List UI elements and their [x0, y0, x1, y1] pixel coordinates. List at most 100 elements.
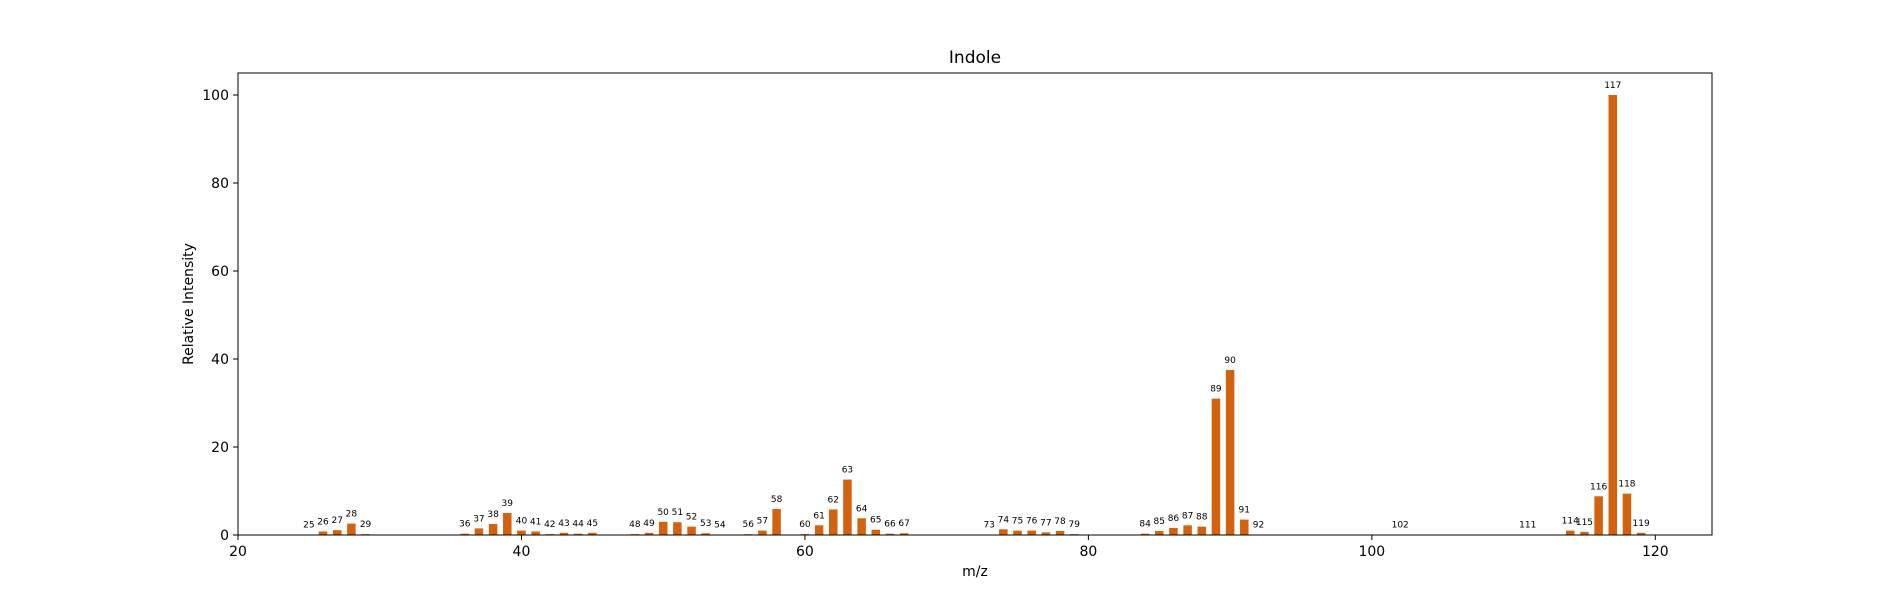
bar-mz-75 [1013, 531, 1022, 535]
bar-label-mz-65: 65 [870, 516, 881, 526]
bar-mz-74 [999, 529, 1008, 535]
plot-frame [238, 73, 1712, 535]
bar-mz-85 [1155, 531, 1164, 535]
bar-label-mz-61: 61 [813, 511, 824, 521]
y-axis-title: Relative Intensity [181, 243, 197, 365]
chart-title: Indole [949, 48, 1001, 68]
bar-label-mz-85: 85 [1154, 517, 1165, 527]
bar-mz-90 [1226, 370, 1235, 535]
bar-label-mz-67: 67 [898, 519, 909, 529]
bar-mz-64 [857, 518, 866, 535]
bar-label-mz-117: 117 [1604, 81, 1621, 91]
bar-label-mz-64: 64 [856, 504, 868, 514]
bar-mz-63 [843, 480, 852, 535]
bar-label-mz-79: 79 [1068, 520, 1080, 530]
bar-label-mz-88: 88 [1196, 513, 1208, 523]
bar-label-mz-25: 25 [303, 521, 314, 531]
bar-mz-50 [659, 522, 668, 535]
bar-label-mz-48: 48 [629, 520, 641, 530]
bar-mz-26 [319, 531, 328, 535]
bar-label-mz-74: 74 [998, 515, 1010, 525]
bar-label-mz-39: 39 [502, 499, 514, 509]
bar-label-mz-115: 115 [1576, 518, 1593, 528]
bar-mz-88 [1198, 527, 1207, 535]
bar-label-mz-73: 73 [983, 521, 994, 531]
bar-label-mz-44: 44 [572, 520, 584, 530]
bar-mz-118 [1623, 494, 1632, 535]
bar-mz-86 [1169, 528, 1178, 535]
bar-label-mz-51: 51 [672, 508, 683, 518]
bar-label-mz-75: 75 [1012, 517, 1023, 527]
bar-label-mz-63: 63 [842, 466, 853, 476]
x-axis: 20 40 60 80 100 120 [229, 535, 1669, 560]
bar-mz-40 [517, 531, 526, 535]
bar-label-mz-118: 118 [1618, 480, 1635, 490]
bar-label-mz-28: 28 [346, 510, 358, 520]
bar-label-mz-60: 60 [799, 520, 811, 530]
bar-label-mz-89: 89 [1210, 385, 1222, 395]
bar-mz-61 [815, 525, 824, 535]
bar-mz-37 [475, 528, 484, 535]
bar-mz-116 [1594, 496, 1603, 535]
bar-label-mz-43: 43 [558, 519, 569, 529]
bar-mz-78 [1056, 531, 1065, 535]
bar-label-mz-41: 41 [530, 517, 541, 527]
bar-label-mz-111: 111 [1519, 521, 1536, 531]
bar-label-mz-40: 40 [516, 517, 528, 527]
x-tick-label-80: 80 [1079, 544, 1097, 560]
bar-mz-51 [673, 522, 682, 535]
bar-label-mz-26: 26 [317, 517, 329, 527]
bar-label-mz-116: 116 [1590, 482, 1607, 492]
bar-mz-27 [333, 530, 342, 535]
bar-label-mz-42: 42 [544, 520, 555, 530]
bar-label-mz-86: 86 [1168, 514, 1180, 524]
bar-label-mz-84: 84 [1139, 520, 1151, 530]
bar-label-mz-50: 50 [657, 508, 669, 518]
bar-mz-52 [687, 527, 696, 535]
y-tick-label-80: 80 [211, 176, 229, 192]
y-tick-label-20: 20 [211, 440, 229, 456]
x-tick-label-120: 120 [1642, 544, 1669, 560]
bar-label-mz-58: 58 [771, 495, 783, 505]
x-tick-label-20: 20 [229, 544, 247, 560]
y-tick-label-60: 60 [211, 264, 229, 280]
bar-mz-41 [531, 531, 540, 535]
bar-label-mz-29: 29 [360, 520, 372, 530]
bar-label-mz-92: 92 [1253, 521, 1264, 531]
y-tick-label-100: 100 [202, 88, 229, 104]
bar-mz-114 [1566, 531, 1575, 535]
bars-group [305, 95, 1646, 535]
bar-label-mz-102: 102 [1392, 521, 1409, 531]
bar-label-mz-56: 56 [743, 520, 755, 530]
bar-mz-76 [1027, 531, 1036, 535]
bar-mz-39 [503, 513, 512, 535]
bar-mz-62 [829, 509, 838, 535]
bar-mz-89 [1212, 399, 1221, 535]
bar-mz-57 [758, 531, 767, 535]
bar-label-mz-62: 62 [828, 495, 839, 505]
bar-label-mz-66: 66 [884, 520, 896, 530]
y-tick-label-0: 0 [220, 528, 229, 544]
bar-label-mz-37: 37 [473, 514, 484, 524]
bar-mz-38 [489, 524, 498, 535]
bar-label-mz-119: 119 [1633, 519, 1650, 529]
bar-label-mz-38: 38 [487, 510, 499, 520]
y-tick-label-40: 40 [211, 352, 229, 368]
bar-label-mz-45: 45 [587, 519, 598, 529]
bar-label-mz-49: 49 [643, 519, 655, 529]
x-tick-label-40: 40 [513, 544, 531, 560]
x-axis-title: m/z [962, 564, 988, 580]
bar-mz-117 [1609, 95, 1618, 535]
bar-label-mz-57: 57 [757, 517, 768, 527]
x-tick-label-60: 60 [796, 544, 814, 560]
bar-mz-91 [1240, 520, 1249, 535]
bar-label-mz-36: 36 [459, 520, 471, 530]
x-tick-label-100: 100 [1358, 544, 1385, 560]
bar-label-mz-54: 54 [714, 521, 726, 531]
bar-label-mz-87: 87 [1182, 511, 1193, 521]
bar-label-mz-78: 78 [1054, 517, 1066, 527]
y-axis: 0 20 40 60 80 100 [202, 88, 238, 544]
bar-label-mz-76: 76 [1026, 517, 1038, 527]
bar-label-mz-27: 27 [331, 516, 342, 526]
